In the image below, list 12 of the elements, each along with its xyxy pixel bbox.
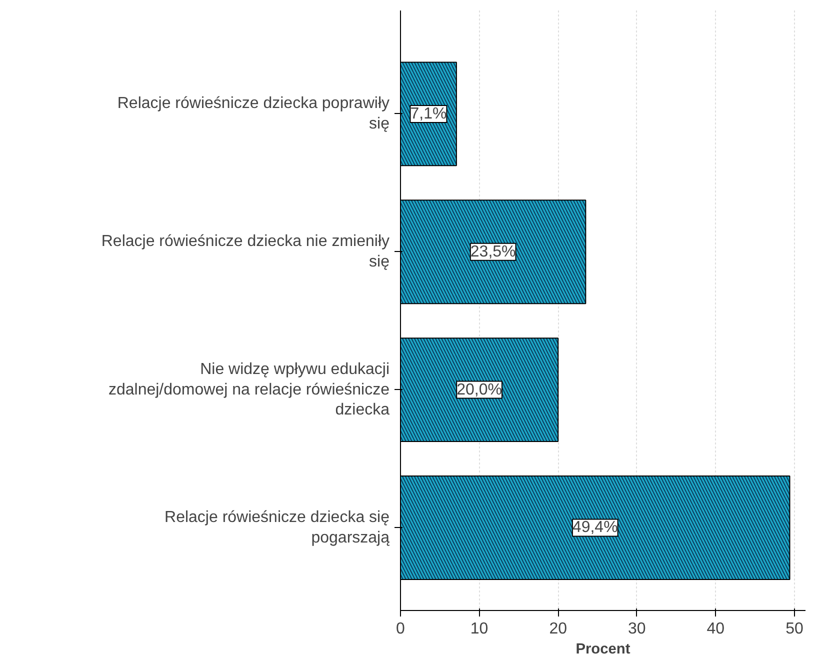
x-tick-label: 20: [549, 620, 568, 638]
x-tick-label: 50: [786, 620, 804, 638]
x-tick-label: 30: [628, 620, 646, 638]
y-tick-label: Relacje rówieśnicze dziecka poprawiły się: [117, 95, 390, 133]
data-label: 20,0%: [456, 381, 502, 398]
y-tick-label: Relacje rówieśnicze dziecka nie zmieniły się: [101, 233, 390, 271]
x-tick-label: 0: [396, 620, 406, 638]
x-tick-label: 10: [470, 620, 488, 638]
y-tick-label: Relacje rówieśnicze dziecka się pogarszają: [164, 509, 390, 546]
x-axis-title: Procent: [576, 642, 630, 658]
x-tick-label: 40: [706, 620, 725, 638]
y-tick-label: Nie widzę wpływu edukacji zdalnej/domowej na relacje rówieśnicze dziecka: [108, 360, 390, 419]
